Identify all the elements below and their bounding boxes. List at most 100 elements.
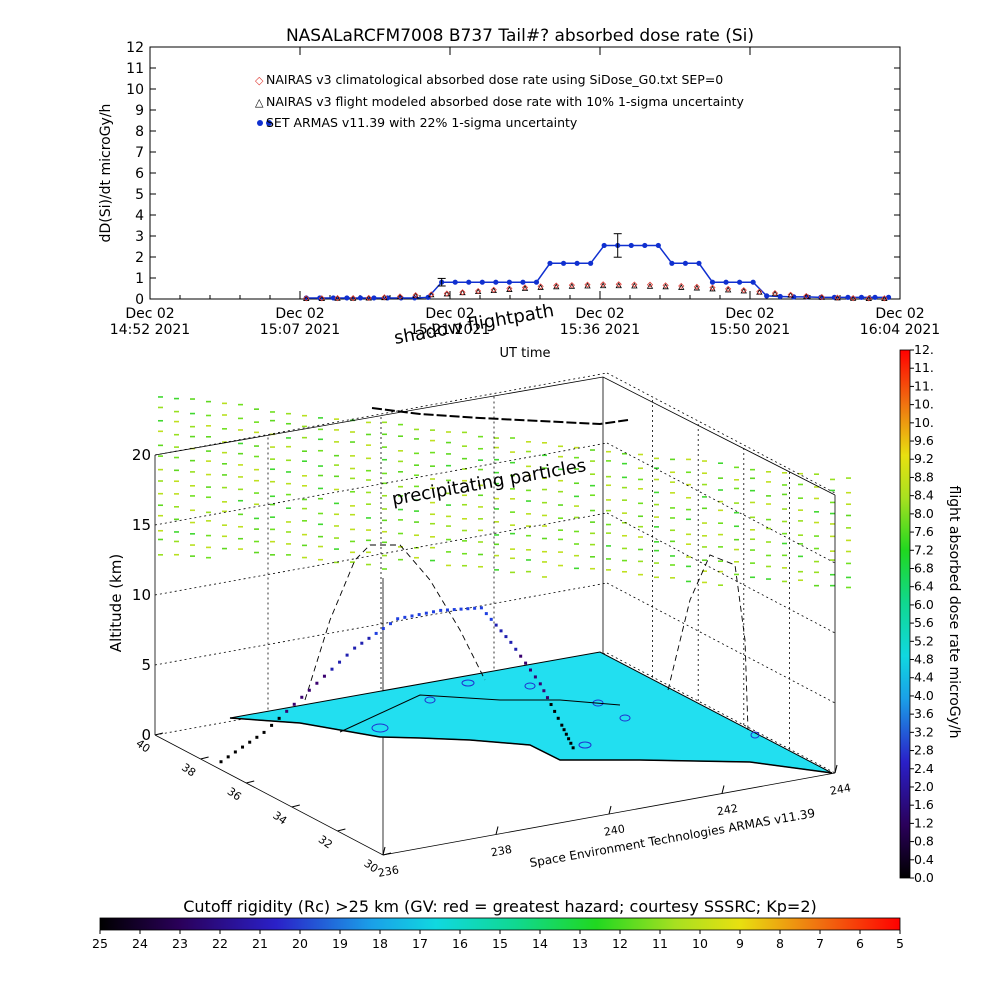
flight-path-point: [533, 675, 537, 679]
dose-colorbar-tick-label: 5.2: [914, 633, 934, 648]
flight-path-point: [424, 611, 428, 615]
dose-colorbar-tick-label: 4.8: [914, 652, 934, 667]
dose-colorbar-tick-label: 11.: [914, 378, 934, 393]
contour: [424, 696, 436, 704]
ground-track: [339, 694, 621, 733]
contour: [524, 682, 536, 690]
y-tick-label: 0: [135, 292, 144, 308]
flight-path-point: [277, 716, 281, 720]
flight-path-point: [549, 703, 553, 707]
longitude-tick-label: 242: [716, 802, 739, 818]
armas-point: [723, 279, 729, 285]
3d-x-axis-label: Space Environment Technologies ARMAS v11…: [528, 806, 816, 870]
cutoff-colorbar-tick-label: 8: [776, 936, 784, 951]
flight-path-points: [219, 606, 575, 764]
latitude-tick: [154, 732, 164, 736]
armas-point: [506, 279, 512, 285]
altitude-tick-label: 0: [141, 726, 151, 744]
longitude-tick: [608, 805, 612, 815]
armas-point: [750, 279, 756, 285]
nairas-climatological-point: [521, 284, 529, 291]
dose-colorbar-tick-label: 8.8: [914, 469, 934, 484]
dose-colorbar-tick-label: 8.0: [914, 506, 934, 521]
nairas-climatological-point: [568, 282, 575, 289]
armas-point: [845, 294, 851, 300]
x-tick-date: Dec 02: [125, 306, 174, 322]
cutoff-colorbar-tick-label: 11: [652, 936, 668, 951]
nairas-climatological-point: [850, 295, 857, 302]
nairas-climatological-point: [537, 283, 544, 290]
dose-colorbar-tick-label: 4.0: [914, 688, 934, 703]
y-tick-label: 11: [126, 61, 144, 77]
armas-point: [736, 279, 743, 285]
flight-path-point: [489, 617, 493, 621]
legend-marker-triangle: △: [255, 96, 264, 109]
armas-point: [371, 295, 377, 301]
dashed-curve-right: [667, 554, 749, 731]
flight-path-point: [367, 636, 371, 640]
dose-legend: ◇ NAIRAS v3 climatological absorbed dose…: [255, 72, 745, 130]
nairas-climatological-point: [803, 292, 810, 300]
flight-path-point: [499, 629, 503, 633]
armas-point: [452, 279, 458, 285]
flight-path-point: [466, 607, 470, 611]
flight-path-point: [330, 667, 334, 671]
flight-path-point: [473, 606, 477, 610]
cutoff-colorbar-tick-label: 14: [532, 936, 548, 951]
armas-point: [588, 260, 594, 266]
flight-path-point: [524, 661, 528, 665]
y-tick-label: 3: [135, 229, 144, 245]
flight-path-point: [514, 647, 518, 651]
dose-colorbar-tick-label: 2.4: [914, 761, 934, 776]
y-tick-label: 7: [135, 145, 144, 161]
grid-line: [154, 372, 608, 456]
flight-path-point: [556, 716, 560, 720]
flight-path-point: [545, 696, 549, 700]
flight-path-point: [562, 728, 566, 732]
cutoff-colorbar-title: Cutoff rigidity (Rc) >25 km (GV: red = g…: [183, 897, 817, 916]
dose-colorbar-tick-label: 3.6: [914, 706, 934, 721]
nairas-climatological-point: [365, 294, 372, 302]
grid-line: [606, 512, 836, 634]
longitude-tick: [834, 764, 838, 774]
latitude-tick-label: 38: [179, 761, 198, 780]
dose-colorbar-tick-label: 9.2: [914, 451, 934, 466]
cutoff-colorbar-tick-label: 15: [492, 936, 508, 951]
armas-point: [520, 279, 526, 285]
legend-label-nairas-climatological: NAIRAS v3 climatological absorbed dose r…: [266, 72, 723, 87]
dose-colorbar-tick-label: 6.4: [914, 579, 934, 594]
flight-path-point: [381, 627, 385, 631]
latitude-tick-label: 34: [270, 809, 289, 828]
x-tick-date: Dec 02: [275, 306, 324, 322]
cutoff-colorbar-tick-label: 20: [292, 936, 308, 951]
cutoff-colorbar-tick-label: 18: [372, 936, 388, 951]
flight-path-point: [270, 723, 274, 727]
flight-path-point: [519, 654, 523, 658]
flight-path-point: [528, 668, 532, 672]
dashed-projections: [304, 544, 749, 731]
nairas-climatological-point: [459, 289, 466, 296]
flight-path-point: [567, 737, 571, 741]
dose-colorbar-tick-label: 9.6: [914, 433, 934, 448]
flight-path-point: [564, 732, 568, 736]
dose-series: [303, 233, 892, 302]
x-tick-time: 15:21 2021: [410, 322, 490, 338]
cutoff-colorbar-tick-label: 9: [736, 936, 744, 951]
cutoff-colorbar-tick-label: 24: [132, 936, 148, 951]
flight-path-point: [553, 709, 557, 713]
longitude-tick-label: 238: [490, 843, 513, 859]
cutoff-colorbar-tick-label: 23: [172, 936, 188, 951]
longitude-tick-label: 240: [603, 822, 626, 838]
nairas-climatological-point: [443, 290, 450, 297]
flight-path-point: [226, 755, 230, 759]
latitude-tick: [382, 852, 392, 856]
dose-y-label: dD(Si)/dt microGy/h: [98, 104, 114, 243]
y-tick-label: 5: [135, 187, 144, 203]
flight-path-point: [374, 631, 378, 635]
nairas-climatological-point: [475, 287, 482, 295]
contour: [578, 741, 592, 749]
nairas-climatological-point: [678, 282, 685, 290]
flight-path-point: [345, 653, 349, 657]
altitude-tick-label: 20: [132, 446, 151, 464]
